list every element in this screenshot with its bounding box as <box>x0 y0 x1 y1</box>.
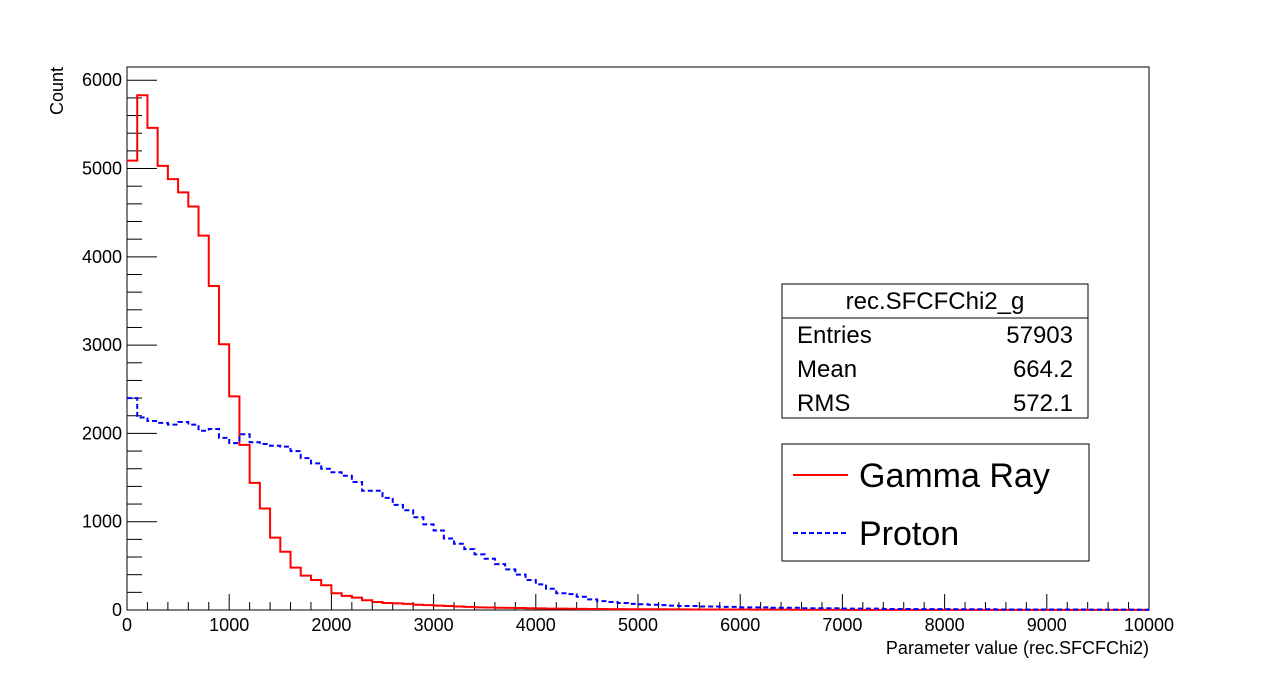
y-tick-label: 0 <box>112 600 122 620</box>
y-axis-title: Count <box>47 67 67 115</box>
stats-label-mean: Mean <box>797 356 857 383</box>
x-axis-title: Parameter value (rec.SFCFChi2) <box>886 638 1149 658</box>
stats-value-rms: 572.1 <box>1013 390 1073 417</box>
stats-box-frame <box>781 283 1089 419</box>
x-tick-label: 9000 <box>1027 615 1067 635</box>
legend-frame <box>781 443 1090 562</box>
x-tick-label: 0 <box>122 615 132 635</box>
y-tick-label: 4000 <box>82 247 122 267</box>
x-tick-label: 5000 <box>618 615 658 635</box>
x-tick-label: 2000 <box>311 615 351 635</box>
stats-box-title: rec.SFCFChi2_g <box>846 288 1025 315</box>
x-tick-label: 4000 <box>516 615 556 635</box>
stats-label-rms: RMS <box>797 390 850 417</box>
y-tick-label: 2000 <box>82 423 122 443</box>
x-tick-label: 1000 <box>209 615 249 635</box>
x-tick-label: 10000 <box>1124 615 1174 635</box>
legend-label-gamma-ray: Gamma Ray <box>859 457 1050 495</box>
stats-box: rec.SFCFChi2_g Entries 57903 Mean 664.2 … <box>781 283 1089 419</box>
axis-ticks: 0 1000 2000 3000 4000 5000 6000 7000 8000 9000 100… <box>82 70 1174 635</box>
stats-label-entries: Entries <box>797 322 872 349</box>
x-tick-label: 6000 <box>720 615 760 635</box>
legend-label-proton: Proton <box>859 515 959 553</box>
x-tick-label: 7000 <box>822 615 862 635</box>
legend: Gamma Ray Proton <box>781 443 1090 562</box>
x-tick-label: 8000 <box>925 615 965 635</box>
y-tick-label: 3000 <box>82 335 122 355</box>
series-proton-line <box>127 397 1149 611</box>
histogram-series <box>127 94 1149 611</box>
stats-value-mean: 664.2 <box>1013 356 1073 383</box>
y-tick-label: 6000 <box>82 70 122 90</box>
stats-value-entries: 57903 <box>1006 322 1073 349</box>
y-tick-label: 1000 <box>82 512 122 532</box>
x-tick-label: 3000 <box>414 615 454 635</box>
y-tick-label: 5000 <box>82 159 122 179</box>
